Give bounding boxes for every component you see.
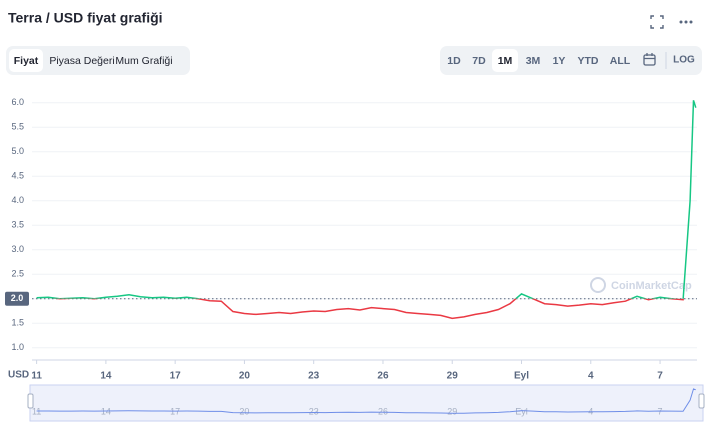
y-tick-label: 4.0	[11, 195, 24, 205]
y-tick-label: 3.5	[11, 220, 24, 230]
x-tick-label: Eyl	[514, 371, 529, 382]
navigator-tick-label: 23	[309, 406, 319, 416]
tab[interactable]: Mum Grafiği	[115, 55, 172, 67]
price-line-down	[53, 298, 684, 320]
y-tick-label: 4.5	[11, 171, 24, 181]
watermark: CoinMarketCap	[611, 280, 692, 292]
calendar-icon[interactable]	[643, 53, 656, 66]
navigator-handle-right[interactable]	[698, 393, 705, 409]
watermark-logo	[590, 277, 606, 293]
y-tick-label: 1.5	[11, 318, 24, 328]
x-tick-label: 14	[100, 371, 112, 382]
title: Terra / USD fiyat grafiği	[8, 10, 163, 26]
navigator-tick-label: 29	[447, 406, 457, 416]
range-button[interactable]: YTD	[578, 55, 599, 67]
x-tick-label: 7	[657, 371, 663, 382]
baseline-label: 2.0	[11, 293, 24, 303]
navigator-tick-label: 26	[378, 406, 388, 416]
price-line-up	[36, 100, 697, 299]
y-tick-label: 5.0	[11, 146, 24, 156]
tab[interactable]: Piyasa Değeri	[49, 55, 114, 67]
x-tick-label: 23	[308, 371, 320, 382]
navigator-handle-left[interactable]	[27, 393, 34, 409]
y-tick-label: 5.5	[11, 122, 24, 132]
range-button[interactable]: 1Y	[553, 55, 566, 67]
tab[interactable]: Fiyat	[14, 55, 39, 67]
navigator-line	[36, 388, 696, 414]
x-tick-label: 20	[239, 371, 251, 382]
active-range	[492, 49, 518, 72]
y-tick-label: 2.5	[11, 269, 24, 279]
x-tick-label: 17	[170, 371, 182, 382]
fullscreen-icon[interactable]	[650, 15, 664, 29]
y-tick-label: 6.0	[11, 97, 24, 107]
y-tick-label: 1.0	[11, 342, 24, 352]
range-button[interactable]: 1M	[498, 55, 513, 67]
range-button[interactable]: ALL	[610, 55, 631, 67]
x-tick-label: 11	[31, 371, 42, 382]
navigator-tick-label: Eyl	[515, 406, 528, 416]
y-tick-label: 3.0	[11, 244, 24, 254]
tabs-bg	[6, 46, 190, 75]
range-button[interactable]: 7D	[472, 55, 486, 67]
x-tick-label: 26	[377, 371, 389, 382]
range-button[interactable]: 1D	[447, 55, 461, 67]
baseline-label-bg	[5, 291, 29, 306]
more-icon[interactable]	[679, 20, 693, 24]
range-button[interactable]: 3M	[526, 55, 541, 67]
navigator-bg	[30, 385, 703, 421]
x-tick-label: 29	[447, 371, 459, 382]
navigator-tick-label: 20	[239, 406, 249, 416]
x-tick-label: 4	[588, 371, 594, 382]
currency-label: USD	[8, 370, 29, 381]
log-button[interactable]: LOG	[673, 55, 695, 66]
active-tab	[9, 49, 43, 72]
